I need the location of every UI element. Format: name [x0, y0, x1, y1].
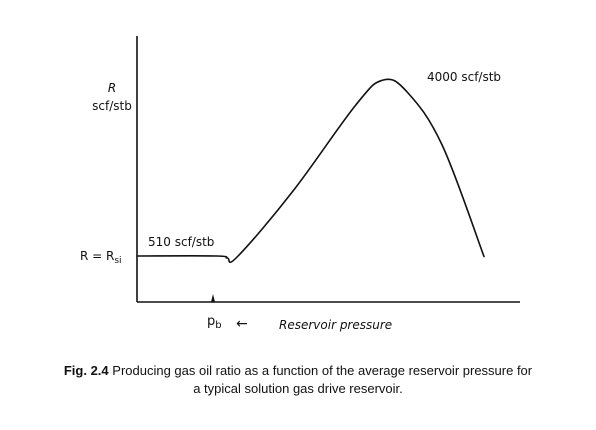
y-axis-label-r: R — [108, 81, 116, 95]
peak-gor-label: 4000 scf/stb — [427, 70, 501, 84]
rsi-axis-label-sub: si — [114, 256, 121, 266]
x-axis-label: Reservoir pressure — [279, 318, 392, 332]
bubble-point-label-sub: b — [215, 320, 221, 331]
bubble-point-label: pb — [207, 314, 222, 331]
rsi-axis-label-main: R = R — [80, 249, 114, 263]
bubble-point-label-main: p — [207, 314, 215, 329]
y-axis-label-units: scf/stb — [92, 99, 132, 113]
rsi-axis-label: R = Rsi — [80, 249, 122, 266]
figure-caption: Fig. 2.4 Producing gas oil ratio as a fu… — [0, 362, 596, 398]
caption-figure-number: Fig. 2.4 — [63, 363, 109, 378]
initial-gor-label: 510 scf/stb — [148, 235, 214, 249]
caption-line-2: a typical solution gas drive reservoir. — [193, 381, 403, 396]
caption-line-1: Fig. 2.4 Producing gas oil ratio as a fu… — [0, 362, 596, 380]
caption-text-1: Producing gas oil ratio as a function of… — [112, 363, 533, 378]
gor-curve — [136, 78, 485, 264]
bubble-point-marker — [211, 294, 215, 302]
x-axis-arrow: ← — [236, 316, 248, 332]
